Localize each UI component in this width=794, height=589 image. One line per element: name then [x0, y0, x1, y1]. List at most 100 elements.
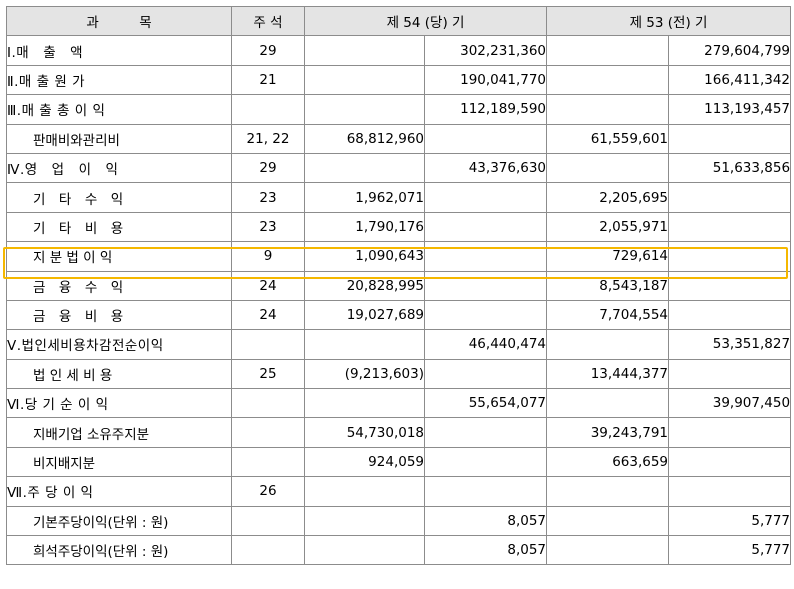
table-row: 비지배지분 924,059 663,659 [6, 446, 792, 478]
note-cell: 9 [231, 241, 305, 272]
note-cell-text: 21, 22 [246, 130, 290, 147]
current-detail-cell-text: (9,213,603) [344, 365, 424, 382]
table-row: Ⅱ.매 출 원 가 21 190,041,770 166,411,342 [6, 64, 792, 96]
current-total-cell: 8,057 [423, 505, 548, 537]
note-cell [231, 329, 305, 360]
current-total-cell-text: 55,654,077 [468, 395, 547, 412]
current-detail-cell: 1,090,643 [304, 241, 425, 272]
current-total-cell-text: 190,041,770 [460, 71, 547, 88]
current-detail-cell [304, 35, 425, 66]
current-detail-cell [304, 152, 425, 184]
table-row: 지배기업 소유주지분 54,730,018 39,243,791 [6, 417, 792, 448]
current-total-cell: 55,654,077 [423, 388, 548, 419]
prior-detail-cell [546, 388, 670, 419]
prior-detail-cell: 2,205,695 [546, 182, 670, 213]
table-header: 과 목 주 석 제 54 (당) 기 제 53 (전) 기 [6, 5, 792, 37]
current-detail-cell [304, 535, 425, 566]
prior-detail-cell: 663,659 [546, 446, 670, 478]
prior-detail-cell-text: 2,055,971 [599, 218, 669, 235]
row-label: 희석주당이익(단위 : 원) [6, 535, 232, 566]
table-row: 희석주당이익(단위 : 원) 8,057 5,777 [6, 535, 792, 566]
note-cell: 23 [231, 182, 305, 213]
prior-total-cell-text: 5,777 [751, 512, 791, 529]
row-label-text: 기본주당이익(단위 : 원) [33, 514, 169, 531]
current-total-cell: 8,057 [423, 535, 548, 566]
row-label-text: 비지배지분 [33, 456, 96, 473]
prior-total-cell-text: 5,777 [751, 542, 791, 559]
header-subject: 과 목 [6, 5, 232, 37]
prior-detail-cell [546, 329, 670, 360]
row-label-text: 희석주당이익(단위 : 원) [33, 544, 169, 561]
current-total-cell [423, 417, 548, 448]
current-detail-cell [304, 94, 425, 125]
current-total-cell [423, 241, 548, 272]
prior-total-cell [668, 299, 792, 331]
current-detail-cell [304, 388, 425, 419]
prior-detail-cell [546, 35, 670, 66]
table-row: 기 타 비 용 23 1,790,176 2,055,971 [6, 211, 792, 243]
note-cell-text: 25 [259, 365, 277, 382]
note-cell [231, 505, 305, 537]
row-label-text: 금 융 수 익 [33, 279, 124, 296]
row-label-text: Ⅴ.법인세비용차감전순이익 [7, 338, 164, 355]
row-label: 금 융 수 익 [6, 270, 232, 301]
current-detail-cell: 1,790,176 [304, 211, 425, 243]
current-total-cell: 43,376,630 [423, 152, 548, 184]
note-cell: 24 [231, 299, 305, 331]
prior-detail-cell-text: 13,444,377 [590, 365, 669, 382]
table-row: 법 인 세 비 용 25 (9,213,603) 13,444,377 [6, 358, 792, 390]
table-row: Ⅶ.주 당 이 익 26 [6, 476, 792, 507]
current-total-cell [423, 446, 548, 478]
row-label-text: Ⅳ.영 업 이 익 [7, 162, 119, 179]
note-cell: 25 [231, 358, 305, 390]
row-label: Ⅱ.매 출 원 가 [6, 64, 232, 96]
prior-detail-cell: 7,704,554 [546, 299, 670, 331]
current-detail-cell-text: 20,828,995 [346, 277, 424, 294]
current-total-cell [423, 299, 548, 331]
prior-detail-cell: 13,444,377 [546, 358, 670, 390]
table-row: Ⅴ.법인세비용차감전순이익 46,440,474 53,351,827 [6, 329, 792, 360]
table-row: 기본주당이익(단위 : 원) 8,057 5,777 [6, 505, 792, 537]
row-label: 기 타 비 용 [6, 211, 232, 243]
table-row: Ⅵ.당 기 순 이 익 55,654,077 39,907,450 [6, 388, 792, 419]
prior-detail-cell-text: 663,659 [612, 454, 669, 471]
row-label-text: Ⅶ.주 당 이 익 [7, 485, 94, 502]
current-detail-cell: (9,213,603) [304, 358, 425, 390]
current-total-cell-text: 8,057 [507, 542, 547, 559]
note-cell-text: 24 [259, 307, 277, 324]
current-detail-cell [304, 476, 425, 507]
row-label-text: 판매비와관리비 [33, 132, 120, 149]
prior-total-cell: 39,907,450 [668, 388, 792, 419]
prior-detail-cell [546, 64, 670, 96]
note-cell-text: 9 [263, 248, 273, 265]
table-row: 기 타 수 익 23 1,962,071 2,205,695 [6, 182, 792, 213]
current-total-cell [423, 476, 548, 507]
current-detail-cell-text: 1,962,071 [355, 189, 424, 206]
table-row: Ⅲ.매 출 총 이 익 112,189,590 113,193,457 [6, 94, 792, 125]
current-total-cell-text: 43,376,630 [468, 160, 547, 177]
table-row: Ⅰ.매 출 액 29 302,231,360 279,604,799 [6, 35, 792, 66]
prior-total-cell [668, 241, 792, 272]
current-total-cell-text: 46,440,474 [468, 336, 547, 353]
prior-total-cell: 113,193,457 [668, 94, 792, 125]
row-label: 법 인 세 비 용 [6, 358, 232, 390]
prior-total-cell [668, 211, 792, 243]
note-cell-text: 29 [259, 160, 277, 177]
prior-total-cell: 5,777 [668, 505, 792, 537]
row-label: Ⅵ.당 기 순 이 익 [6, 388, 232, 419]
note-cell: 21, 22 [231, 123, 305, 154]
table-row: 판매비와관리비 21, 22 68,812,960 61,559,601 [6, 123, 792, 154]
income-statement-table: 과 목 주 석 제 54 (당) 기 제 53 (전) 기 Ⅰ.매 출 액 29 3… [6, 5, 792, 566]
prior-detail-cell: 39,243,791 [546, 417, 670, 448]
current-detail-cell-text: 68,812,960 [346, 130, 424, 147]
note-cell [231, 535, 305, 566]
table-row: 금 융 수 익 24 20,828,995 8,543,187 [6, 270, 792, 301]
table-row: 지 분 법 이 익 9 1,090,643 729,614 [6, 241, 792, 272]
prior-total-cell-text: 166,411,342 [704, 71, 791, 88]
prior-total-cell [668, 182, 792, 213]
note-cell: 24 [231, 270, 305, 301]
row-label: 비지배지분 [6, 446, 232, 478]
row-label-text: 지배기업 소유주지분 [33, 426, 150, 443]
prior-total-cell: 51,633,856 [668, 152, 792, 184]
note-cell: 26 [231, 476, 305, 507]
